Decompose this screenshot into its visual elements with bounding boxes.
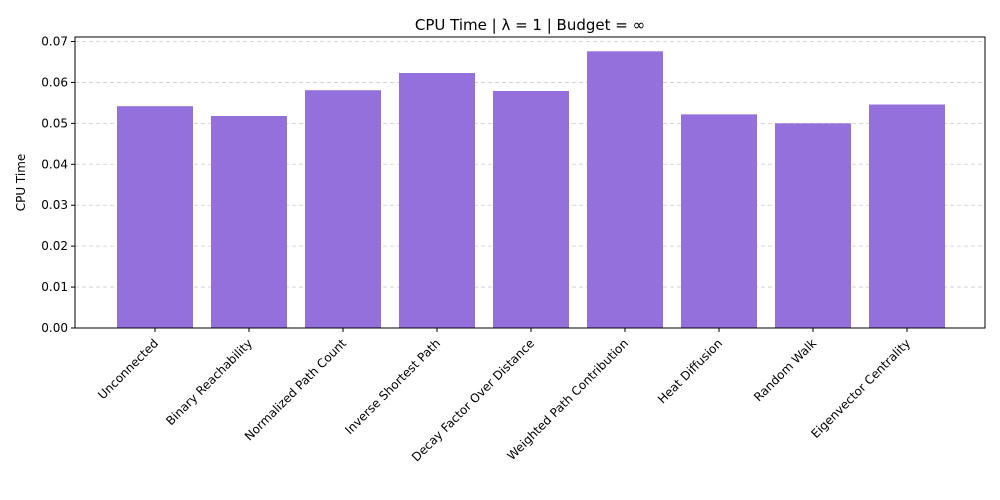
y-tick-label: 0.00 (41, 321, 68, 335)
y-axis-ticks: 0.00 0.01 0.02 0.03 0.04 0.05 0.06 0.07 (41, 35, 75, 335)
x-tick-label: Heat Diffusion (655, 336, 725, 406)
chart-title: CPU Time | λ = 1 | Budget = ∞ (415, 16, 645, 34)
bar (117, 106, 193, 328)
x-tick-label: Random Walk (751, 336, 819, 404)
y-tick-label: 0.04 (41, 157, 68, 171)
bar (305, 90, 381, 328)
y-tick-label: 0.03 (41, 198, 68, 212)
y-tick-label: 0.07 (41, 35, 68, 49)
bar (587, 51, 663, 329)
x-axis-ticks: Unconnected Binary ReachabilityNormalized… (95, 328, 913, 464)
x-tick-label: Unconnected (95, 336, 161, 402)
x-tick-label: Eigenvector Centrality (808, 336, 913, 441)
bars (117, 51, 945, 329)
x-tick-label: Inverse Shortest Path (342, 336, 443, 437)
bar (399, 73, 475, 328)
bar (775, 123, 851, 329)
y-tick-label: 0.02 (41, 239, 68, 253)
x-tick-label: Normalized Path Count (242, 336, 349, 443)
y-axis-label: CPU Time (14, 154, 28, 212)
y-tick-label: 0.05 (41, 116, 68, 130)
bar (681, 114, 757, 328)
bar (211, 115, 287, 328)
plot-frame (74, 36, 986, 329)
bar (493, 91, 569, 328)
y-tick-label: 0.06 (41, 75, 68, 89)
bar (869, 104, 945, 328)
y-tick-label: 0.01 (41, 280, 68, 294)
x-tick-label: Binary Reachability (163, 336, 255, 428)
